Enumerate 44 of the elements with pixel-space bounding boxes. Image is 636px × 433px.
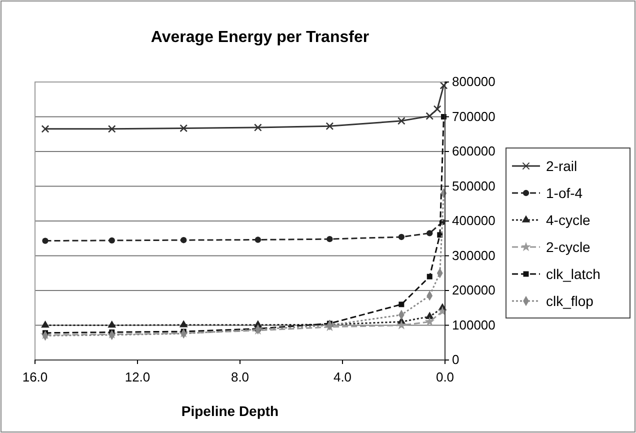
point xyxy=(426,274,432,280)
x-tick-label: 0.0 xyxy=(436,369,454,384)
point xyxy=(398,234,405,240)
legend-label: 1-of-4 xyxy=(546,185,583,201)
point xyxy=(179,320,188,328)
legend-label: 2-rail xyxy=(546,158,578,174)
y-tick-label: 200000 xyxy=(452,282,496,298)
x-tick-label: 4.0 xyxy=(333,369,352,384)
legend-label: clk_latch xyxy=(546,266,600,282)
point xyxy=(398,302,404,308)
point xyxy=(433,105,442,114)
x-tick-label: 12.0 xyxy=(124,369,150,384)
point xyxy=(180,237,187,244)
y-tick-label: 800000 xyxy=(452,74,496,90)
y-tick-label: 300000 xyxy=(452,248,496,263)
y-tick-label: 600000 xyxy=(452,144,496,159)
point xyxy=(424,316,435,326)
point xyxy=(41,124,50,133)
point xyxy=(397,116,406,125)
y-tick-label: 100000 xyxy=(452,317,496,332)
point xyxy=(396,320,406,330)
point xyxy=(108,124,116,133)
point xyxy=(254,236,262,243)
point xyxy=(180,124,188,132)
point xyxy=(326,236,333,242)
y-tick-label: 400000 xyxy=(452,213,496,228)
point xyxy=(254,124,262,132)
y-tick-label: 500000 xyxy=(452,178,496,194)
legend-label: clk_flop xyxy=(546,293,594,309)
x-axis-title: Pipeline Depth xyxy=(181,403,279,419)
point xyxy=(426,112,434,120)
point xyxy=(42,238,48,244)
x-tick-label: 16.0 xyxy=(22,369,48,384)
x-tick-label: 8.0 xyxy=(230,369,250,384)
y-tick-label: 700000 xyxy=(452,108,496,124)
point xyxy=(426,230,433,236)
chart-title: Average Energy per Transfer xyxy=(150,29,370,46)
point xyxy=(41,320,50,328)
point xyxy=(108,320,116,328)
legend-label: 4-cycle xyxy=(546,212,591,228)
point xyxy=(108,237,115,244)
legend-label: 2-cycle xyxy=(546,239,591,255)
y-tick-label: 0 xyxy=(452,352,460,368)
point xyxy=(326,122,334,130)
